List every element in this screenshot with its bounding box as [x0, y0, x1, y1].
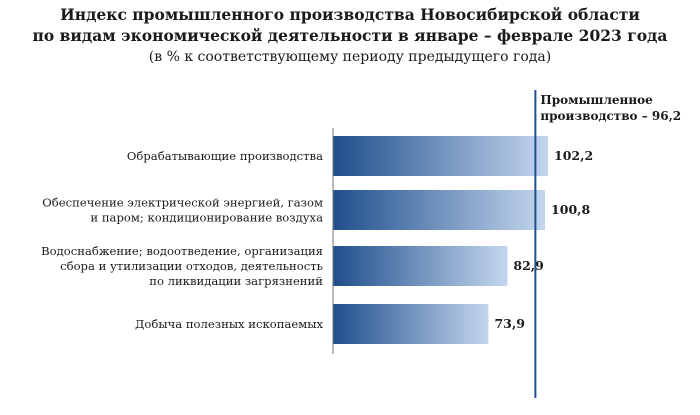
bar-2	[333, 190, 546, 230]
value-label-1: 102,2	[554, 148, 593, 163]
category-label-2-line-1: Обеспечение электрической энергией, газо…	[42, 196, 323, 210]
category-label-1: Обрабатывающие производства	[127, 149, 323, 163]
category-label-3-line-1: Водоснабжение; водоотведение, организаци…	[41, 244, 323, 258]
category-label-3: Водоснабжение; водоотведение, организаци…	[41, 244, 323, 288]
reference-label-line-2: производство – 96,2	[540, 109, 681, 123]
reference-label-line-1: Промышленное	[540, 93, 653, 107]
category-label-2-line-2: и паром; кондиционирование воздуха	[90, 211, 323, 225]
bar-4	[333, 304, 489, 344]
chart-title-block: Индекс промышленного производства Новоси…	[0, 4, 700, 67]
category-label-3-line-3: по ликвидации загрязнений	[149, 274, 323, 288]
category-label-3-line-2: сбора и утилизации отходов, деятельность	[60, 259, 323, 273]
category-label-4: Добыча полезных ископаемых	[135, 317, 324, 331]
value-label-3: 82,9	[513, 258, 543, 273]
chart-title-line-1: Индекс промышленного производства Новоси…	[60, 5, 640, 24]
category-label-1-line-1: Обрабатывающие производства	[127, 149, 323, 163]
category-label-2: Обеспечение электрической энергией, газо…	[42, 196, 323, 225]
chart-subtitle: (в % к соответствующему периоду предыдущ…	[148, 49, 552, 65]
value-label-4: 73,9	[494, 316, 524, 331]
reference-label: Промышленное производство – 96,2	[540, 93, 681, 123]
category-label-4-line-1: Добыча полезных ископаемых	[135, 317, 324, 331]
value-label-2: 100,8	[551, 202, 590, 217]
bar-1	[333, 136, 548, 176]
chart-title-line-2: по видам экономической деятельности в ян…	[32, 26, 668, 45]
bar-3	[333, 246, 508, 286]
